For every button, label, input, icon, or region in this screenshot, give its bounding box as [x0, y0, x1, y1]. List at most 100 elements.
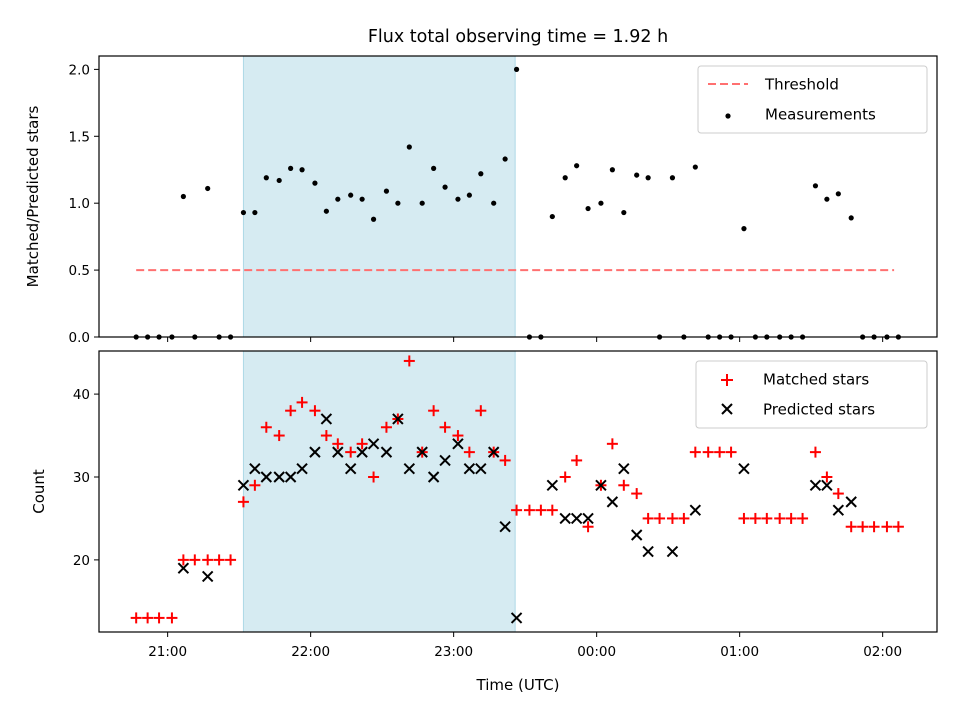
matched-star-point	[749, 512, 761, 524]
measurement-point	[562, 175, 568, 181]
measurement-point	[609, 167, 615, 173]
y-tick-label: 20	[73, 553, 90, 569]
matched-star-point	[225, 554, 237, 566]
predicted-star-point	[559, 512, 571, 525]
measurement-point	[812, 183, 819, 189]
measurement-point	[205, 185, 211, 192]
top-legend: Threshold Measurements	[697, 65, 928, 134]
predicted-star-point	[618, 462, 630, 475]
measurement-point	[335, 196, 341, 202]
measurement-point	[323, 208, 329, 214]
measurement-point	[288, 165, 294, 171]
predicted-star-point	[392, 413, 404, 425]
measurement-point	[513, 66, 520, 72]
matched-star-point	[785, 512, 797, 524]
measurement-point	[263, 175, 269, 181]
matched-star-point	[797, 512, 809, 524]
matched-star-point	[881, 521, 893, 533]
predicted-star-point	[606, 496, 619, 508]
matched-star-point	[380, 421, 392, 433]
matched-star-point	[571, 454, 583, 466]
matched-star-point	[559, 471, 571, 483]
legend-measurements-label: Measurements	[765, 106, 876, 124]
matched-star-point	[868, 521, 880, 533]
predicted-star-point	[630, 529, 643, 541]
top-y-axis-label: Matched/Predicted stars	[24, 106, 42, 288]
predicted-star-point	[510, 612, 523, 624]
predicted-star-point	[416, 446, 428, 458]
matched-star-point	[452, 430, 464, 442]
bottom-legend-box	[695, 360, 928, 429]
y-tick-label: 30	[73, 470, 90, 486]
matched-star-point	[618, 479, 630, 491]
matched-star-point	[439, 421, 451, 433]
matched-star-point	[642, 512, 654, 524]
measurement-point	[455, 196, 461, 202]
matched-star-point	[857, 521, 869, 533]
top-plot-frame	[98, 55, 938, 338]
y-tick-label: 1.5	[69, 129, 90, 145]
predicted-star-point	[821, 479, 833, 491]
predicted-star-point	[201, 570, 214, 583]
top-panel: 0.0 0.5 1.0 1.5 2.0 Flux total observing tim…	[24, 27, 938, 346]
matched-star-point	[130, 612, 142, 624]
matched-star-point	[774, 512, 786, 524]
matched-star-point	[892, 521, 904, 533]
matched-star-point	[345, 446, 357, 458]
measurement-point	[240, 209, 247, 216]
predicted-star-point	[427, 471, 440, 483]
predicted-star-point	[546, 479, 559, 491]
matched-star-point	[821, 471, 833, 483]
measurement-point	[252, 209, 258, 216]
matched-star-point	[356, 438, 368, 450]
matched-star-point	[166, 612, 178, 624]
predicted-star-point	[595, 479, 607, 491]
measurement-point	[692, 164, 698, 170]
predicted-star-point	[487, 446, 500, 458]
predicted-star-point	[249, 462, 261, 475]
matched-star-point	[535, 504, 547, 516]
legend-predicted-swatch	[721, 403, 733, 415]
measurement-point	[442, 184, 448, 190]
predicted-star-point	[367, 438, 380, 450]
matched-star-point	[738, 512, 750, 524]
legend-matched-label: Matched stars	[763, 371, 869, 389]
predicted-star-point	[570, 512, 583, 525]
measurement-point	[848, 215, 854, 221]
matched-star-point	[546, 504, 558, 516]
matched-star-point	[463, 446, 475, 458]
matched-star-point	[678, 512, 690, 524]
y-tick-label: 2.0	[69, 62, 90, 78]
matched-star-point	[702, 446, 714, 458]
matched-star-point	[511, 504, 523, 516]
matched-star-point	[202, 554, 214, 566]
matched-star-point	[285, 405, 297, 417]
top-shaded-region	[242, 55, 516, 338]
matched-star-point	[809, 446, 821, 458]
x-tick-label: 22:00	[291, 644, 330, 660]
matched-star-point	[332, 438, 344, 450]
measurement-point	[621, 209, 627, 216]
measurement-point	[359, 196, 365, 202]
predicted-star-point	[284, 471, 297, 483]
predicted-star-point	[499, 521, 511, 533]
predicted-star-point	[452, 438, 464, 450]
measurement-point	[466, 192, 472, 198]
matched-star-point	[153, 612, 165, 624]
predicted-star-point	[344, 462, 357, 475]
x-tick-label: 01:00	[720, 644, 759, 660]
predicted-star-point	[463, 462, 476, 475]
predicted-star-point	[273, 471, 285, 483]
predicted-star-point	[237, 479, 250, 491]
matched-star-point	[582, 521, 594, 533]
measurement-point	[299, 167, 305, 173]
matched-star-point	[714, 446, 726, 458]
matched-star-point	[142, 612, 154, 624]
predicted-star-point	[689, 504, 702, 516]
predicted-star-point	[666, 545, 679, 558]
matched-star-point	[237, 496, 249, 508]
measurement-point	[574, 163, 580, 169]
legend-measurements-swatch	[725, 113, 731, 119]
x-tick-label: 23:00	[434, 644, 473, 660]
matched-star-point	[189, 554, 201, 566]
